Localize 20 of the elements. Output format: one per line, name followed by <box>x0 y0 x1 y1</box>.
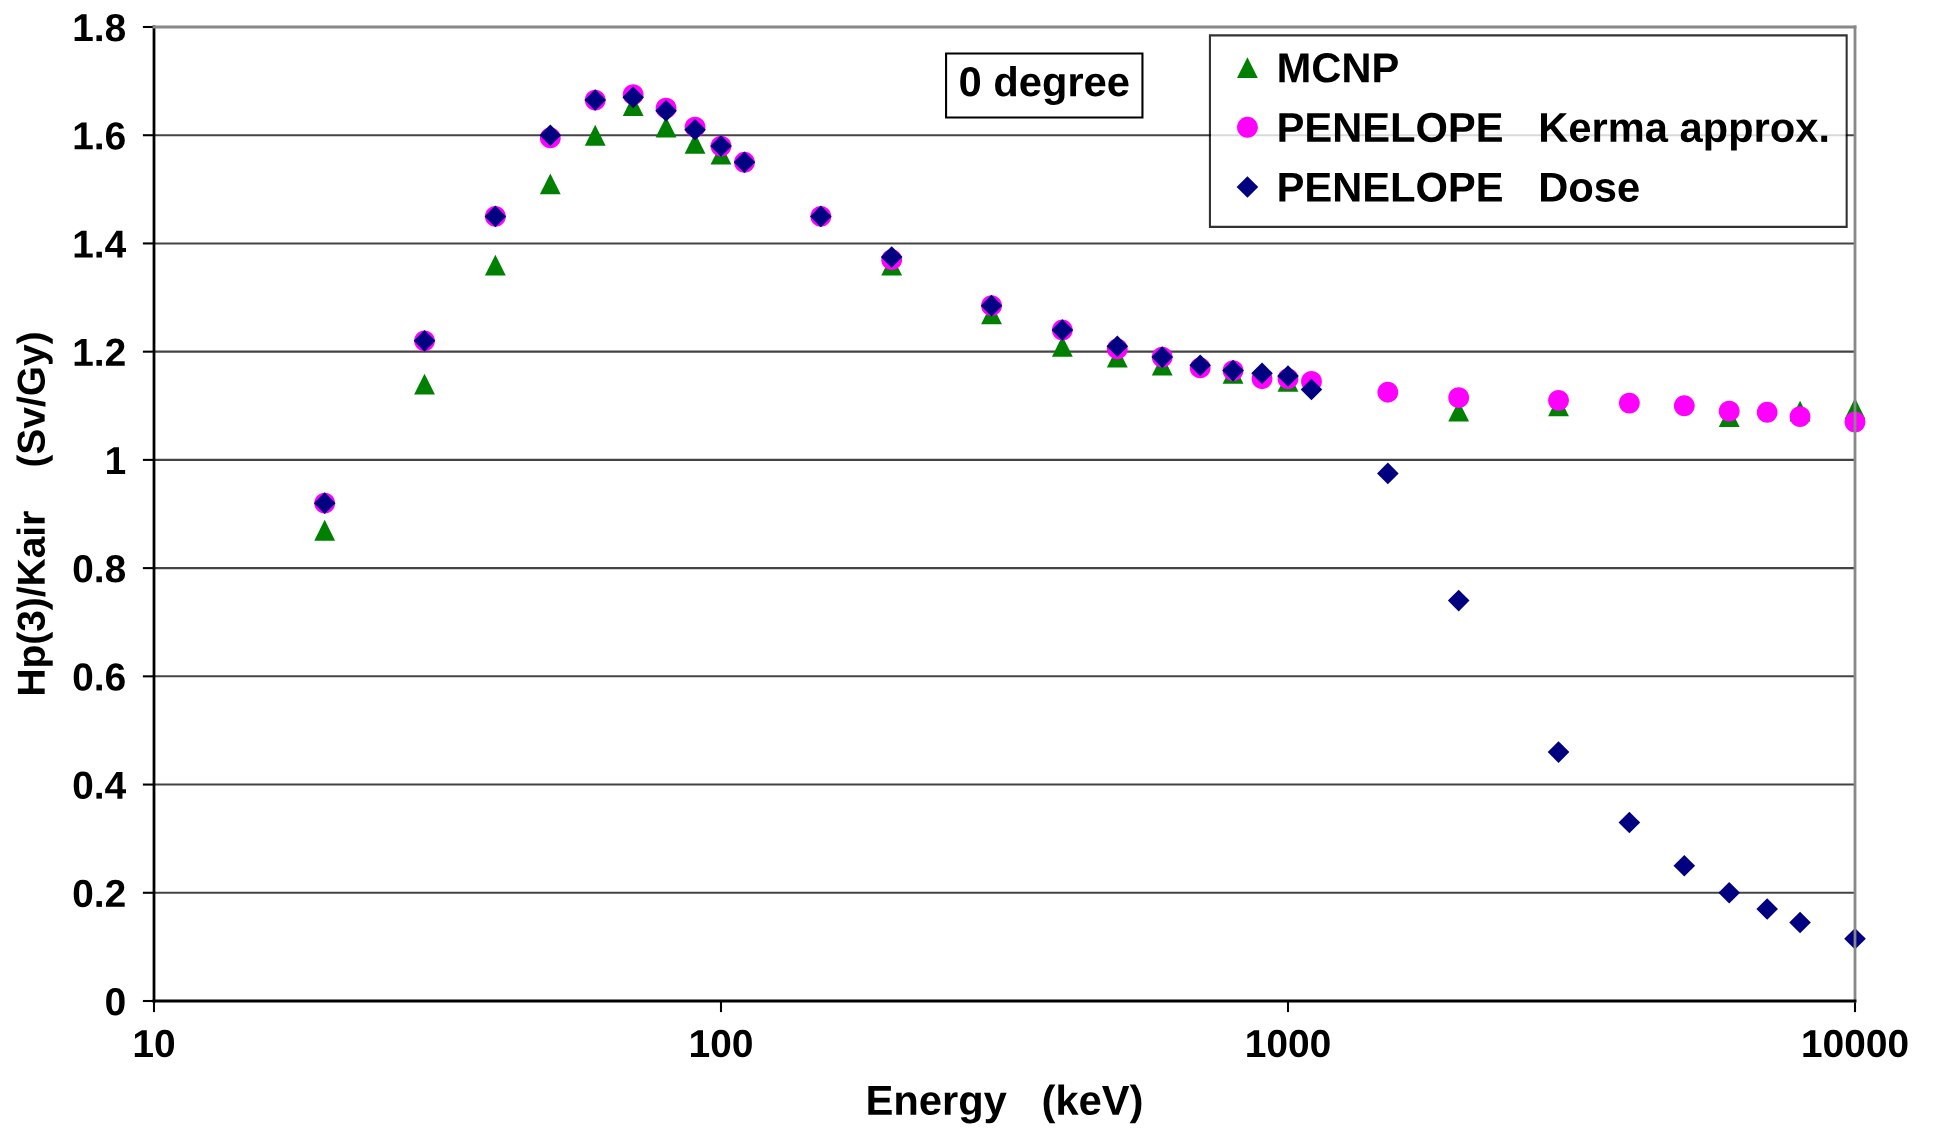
y-tick-label: 0.8 <box>73 555 126 583</box>
y-tick-label: 0.2 <box>73 879 125 908</box>
x-tick-label: 10 <box>134 1029 175 1058</box>
y-tick-label: 0 <box>106 987 125 1016</box>
x-tick-label: 10000 <box>1803 1029 1908 1058</box>
y-tick-label: 1.2 <box>74 338 125 366</box>
y-tick-label: 1 <box>107 447 126 474</box>
x-axis-title: Energy (keV) <box>868 1084 1142 1124</box>
y-tick-label: 0.6 <box>73 663 125 691</box>
legend-label: PENELOPE Dose <box>1279 172 1639 202</box>
y-tick-label: 1.6 <box>74 122 125 150</box>
y-tick-label: 1.4 <box>74 230 127 258</box>
annotation: 0 degree <box>960 65 1129 105</box>
legend-label: MCNP <box>1279 53 1398 83</box>
y-tick-label: 0.4 <box>73 771 127 800</box>
x-tick-label: 100 <box>691 1029 752 1058</box>
legend-label: PENELOPE Kerma approx. <box>1279 112 1828 151</box>
x-tick-label: 1000 <box>1247 1029 1330 1058</box>
y-axis-title: Hp(3)/Kair (Sv/Gy) <box>16 333 53 694</box>
y-tick-label: 1.8 <box>74 13 126 42</box>
